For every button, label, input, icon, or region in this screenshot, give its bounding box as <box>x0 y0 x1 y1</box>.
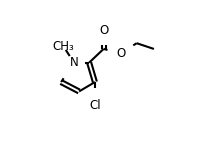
Text: O: O <box>99 24 108 37</box>
Text: O: O <box>116 47 125 60</box>
Text: Cl: Cl <box>89 99 101 112</box>
Text: N: N <box>70 56 78 69</box>
Text: CH₃: CH₃ <box>52 40 74 53</box>
